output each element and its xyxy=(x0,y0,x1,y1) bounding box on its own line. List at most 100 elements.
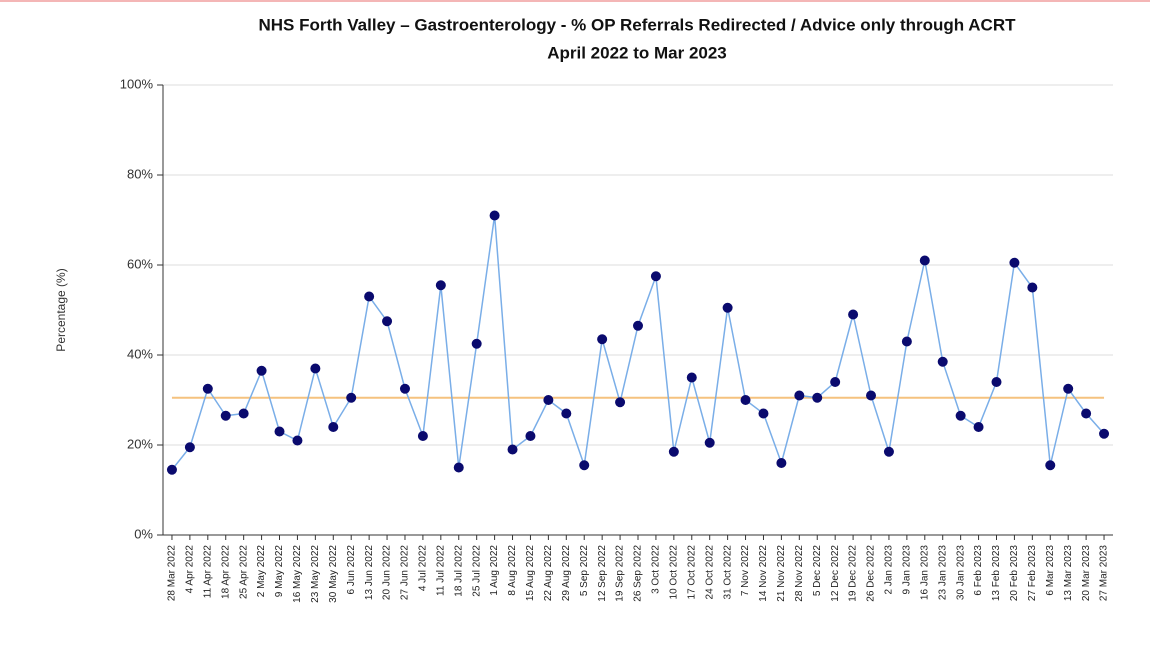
x-tick-label: 9 Jan 2023 xyxy=(902,545,913,595)
x-tick-label: 19 Sep 2022 xyxy=(615,545,626,602)
data-point xyxy=(830,377,841,387)
y-tick-label: 100% xyxy=(120,76,154,91)
x-tick-label: 5 Sep 2022 xyxy=(579,545,590,597)
data-point xyxy=(184,442,195,453)
x-tick-label: 4 Jul 2022 xyxy=(418,545,429,592)
x-tick-label: 27 Mar 2023 xyxy=(1099,545,1110,602)
x-tick-label: 22 Aug 2022 xyxy=(543,545,554,602)
data-point xyxy=(955,410,966,421)
y-tick-label: 60% xyxy=(127,256,153,271)
data-point xyxy=(866,390,877,401)
chart-subtitle: April 2022 to Mar 2023 xyxy=(547,43,727,62)
data-point xyxy=(973,422,984,432)
data-point xyxy=(292,435,303,446)
data-point xyxy=(525,431,536,441)
data-point xyxy=(471,338,482,349)
x-tick-label: 23 Jan 2023 xyxy=(937,545,948,600)
data-point xyxy=(1027,282,1038,293)
y-tick-label: 40% xyxy=(127,346,153,361)
data-point xyxy=(1099,428,1110,439)
data-point xyxy=(399,383,410,394)
data-point xyxy=(615,397,626,408)
x-tick-label: 6 Feb 2023 xyxy=(973,545,984,596)
data-point xyxy=(256,365,267,376)
data-point xyxy=(238,408,249,419)
x-tick-label: 26 Sep 2022 xyxy=(633,545,644,602)
x-tick-label: 1 Aug 2022 xyxy=(489,545,500,596)
data-point xyxy=(794,390,805,401)
series-line xyxy=(171,215,1105,471)
data-point xyxy=(991,377,1002,387)
x-tick-label: 18 Apr 2022 xyxy=(220,545,231,599)
data-point xyxy=(417,431,428,441)
x-tick-label: 19 Dec 2022 xyxy=(848,545,859,602)
data-point xyxy=(668,446,679,457)
x-tick-label: 20 Feb 2023 xyxy=(1009,545,1020,602)
x-tick-label: 23 May 2022 xyxy=(310,545,321,603)
data-point xyxy=(561,408,572,419)
data-point xyxy=(579,460,590,471)
x-tick-label: 8 Aug 2022 xyxy=(507,545,518,596)
x-tick-label: 12 Dec 2022 xyxy=(830,545,841,602)
x-tick-label: 2 Jan 2023 xyxy=(884,545,895,595)
x-tick-label: 24 Oct 2022 xyxy=(704,545,715,600)
data-point xyxy=(1009,257,1020,268)
data-point xyxy=(453,462,464,473)
data-point xyxy=(776,458,787,468)
x-tick-label: 30 Jan 2023 xyxy=(955,545,966,600)
top-border xyxy=(0,0,1150,2)
data-point xyxy=(310,363,321,374)
x-tick-label: 29 Aug 2022 xyxy=(561,545,572,602)
data-point xyxy=(328,422,339,432)
x-tick-label: 13 Mar 2023 xyxy=(1063,545,1074,602)
data-point xyxy=(346,392,357,403)
data-point xyxy=(507,444,518,455)
x-tick-label: 13 Feb 2023 xyxy=(991,545,1002,602)
data-point xyxy=(633,320,643,331)
x-tick-label: 6 Mar 2023 xyxy=(1045,545,1056,596)
y-tick-label: 0% xyxy=(134,526,153,541)
x-tick-label: 9 May 2022 xyxy=(274,545,285,598)
y-tick-label: 80% xyxy=(127,166,153,181)
x-tick-label: 3 Oct 2022 xyxy=(651,545,662,594)
x-tick-label: 21 Nov 2022 xyxy=(776,545,787,602)
x-tick-label: 16 Jan 2023 xyxy=(919,545,930,600)
x-tick-label: 26 Dec 2022 xyxy=(866,545,877,602)
x-tick-label: 14 Nov 2022 xyxy=(758,545,769,602)
data-point xyxy=(489,210,500,221)
y-tick-label: 20% xyxy=(127,436,153,451)
x-tick-label: 18 Jul 2022 xyxy=(453,545,464,597)
x-tick-label: 6 Jun 2022 xyxy=(346,545,357,595)
data-point xyxy=(848,309,859,320)
x-tick-label: 20 Mar 2023 xyxy=(1081,545,1092,602)
data-point xyxy=(883,446,894,457)
x-tick-label: 20 Jun 2022 xyxy=(382,545,393,600)
x-tick-label: 28 Mar 2022 xyxy=(167,545,178,602)
data-point xyxy=(704,437,715,448)
x-tick-label: 25 Jul 2022 xyxy=(471,545,482,597)
x-tick-label: 11 Jul 2022 xyxy=(435,545,446,596)
data-point xyxy=(543,395,554,405)
x-tick-label: 27 Jun 2022 xyxy=(400,545,411,600)
data-point xyxy=(274,426,285,437)
data-point xyxy=(740,395,751,405)
data-point xyxy=(1081,408,1092,419)
data-point xyxy=(1063,383,1074,394)
data-point xyxy=(435,280,446,291)
x-tick-label: 13 Jun 2022 xyxy=(364,545,375,600)
x-tick-label: 5 Dec 2022 xyxy=(812,545,823,597)
data-point xyxy=(597,334,608,345)
data-point xyxy=(364,291,375,302)
data-point xyxy=(901,336,912,347)
x-tick-label: 31 Oct 2022 xyxy=(722,545,733,600)
x-tick-label: 7 Nov 2022 xyxy=(740,545,751,597)
data-point xyxy=(650,271,661,282)
data-point xyxy=(382,316,393,327)
x-tick-label: 25 Apr 2022 xyxy=(238,545,249,599)
data-point xyxy=(919,255,930,266)
x-tick-label: 2 May 2022 xyxy=(256,545,267,598)
x-tick-label: 12 Sep 2022 xyxy=(597,545,608,602)
x-tick-label: 27 Feb 2023 xyxy=(1027,545,1038,602)
x-tick-label: 4 Apr 2022 xyxy=(185,545,196,594)
